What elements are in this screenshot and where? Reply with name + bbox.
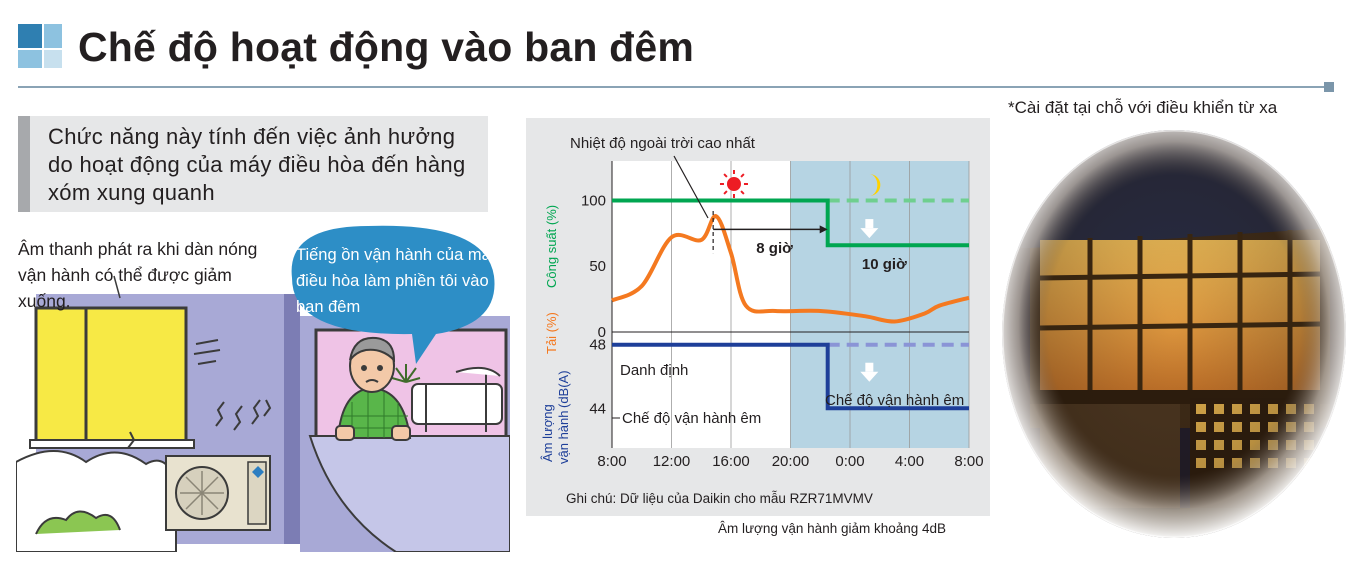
house-window xyxy=(34,306,188,446)
down-arrow-stem xyxy=(865,362,874,372)
eight-hours-label: 8 giờ xyxy=(756,240,793,257)
sun-ray xyxy=(723,173,728,178)
remote-setting-note: *Cài đặt tại chỗ với điều khiển từ xa xyxy=(1008,98,1278,117)
title-divider xyxy=(18,86,1334,88)
xtick-5: 4:00 xyxy=(895,453,924,470)
sound-down-arrow-icon xyxy=(860,362,879,382)
intro-accent-bar xyxy=(18,116,30,212)
moon-icon xyxy=(869,174,881,196)
vertical-gridlines xyxy=(671,161,970,448)
capacity-axis-label: Công suất (%) xyxy=(544,205,559,288)
night-mode-chart: 0 50 100 44 48 8:00 12:00 16:00 20:00 0:00 4:00 8:… xyxy=(540,135,984,470)
down-arrow-head xyxy=(860,228,879,239)
intro-box xyxy=(18,116,488,212)
xtick-4: 0:00 xyxy=(835,453,864,470)
title-divider-end xyxy=(1324,82,1334,92)
load-curve xyxy=(611,214,970,324)
xtick-1: 12:00 xyxy=(653,453,691,470)
sun-ray xyxy=(723,190,728,195)
ten-hours-label: 10 giờ xyxy=(862,256,907,273)
xtick-3: 20:00 xyxy=(772,453,810,470)
quiet-mode-label-right: Chế độ vận hành êm xyxy=(825,392,964,409)
speech-bubble-text: Tiếng ồn vận hành của máy điều hòa làm p… xyxy=(296,246,500,316)
sound-line xyxy=(612,342,969,411)
sound-axis-label-line2: vận hành xyxy=(556,411,571,465)
rated-label: Danh định xyxy=(620,362,688,379)
sound-axis-label-line1: Âm lượng xyxy=(540,404,555,462)
sun-core xyxy=(726,177,741,191)
chart-note: Ghi chú: Dữ liệu của Daikin cho mẫu RZR7… xyxy=(566,491,873,506)
intro-text: Chức năng này tính đến việc ảnh hưởng do… xyxy=(48,124,466,205)
capacity-down-arrow-icon xyxy=(860,219,879,239)
down-arrow-stem xyxy=(865,219,874,229)
max-temp-annotation: Nhiệt độ ngoài trời cao nhất xyxy=(570,135,756,152)
ytick-lower-44: 44 xyxy=(589,400,606,417)
load-axis-label: Tải (%) xyxy=(544,312,559,354)
section-logo-icon xyxy=(18,24,62,68)
illustration-caption: Âm thanh phát ra khi dàn nóng vận hành c… xyxy=(18,239,258,311)
sound-axis-unit: (dB(A) xyxy=(556,370,571,408)
speech-bubble xyxy=(291,225,495,364)
xtick-0: 8:00 xyxy=(597,453,626,470)
neighbor-man xyxy=(335,336,412,441)
eight-hours-arrow xyxy=(713,225,828,234)
ytick-lower-48: 48 xyxy=(589,337,606,354)
ytick-upper-0: 0 xyxy=(598,324,606,341)
sun-icon xyxy=(719,170,748,198)
sun-ray xyxy=(740,190,745,195)
capacity-line xyxy=(612,198,969,248)
quiet-mode-label-left: Chế độ vận hành êm xyxy=(622,410,761,427)
sun-ray xyxy=(740,173,745,178)
page-title: Chế độ hoạt động vào ban đêm xyxy=(78,24,695,70)
chart-subnote: Âm lượng vận hành giảm khoảng 4dB xyxy=(718,521,947,536)
arrow-8h-head xyxy=(819,225,828,234)
ytick-upper-50: 50 xyxy=(589,258,606,275)
xtick-2: 16:00 xyxy=(712,453,750,470)
moon-shape xyxy=(869,174,881,196)
xtick-6: 8:00 xyxy=(954,453,983,470)
night-building-photo xyxy=(1000,128,1348,540)
neighbor-illustration xyxy=(16,225,510,552)
ytick-upper-100: 100 xyxy=(581,192,606,209)
down-arrow-head xyxy=(860,371,879,382)
max-temp-pointer xyxy=(673,155,709,219)
